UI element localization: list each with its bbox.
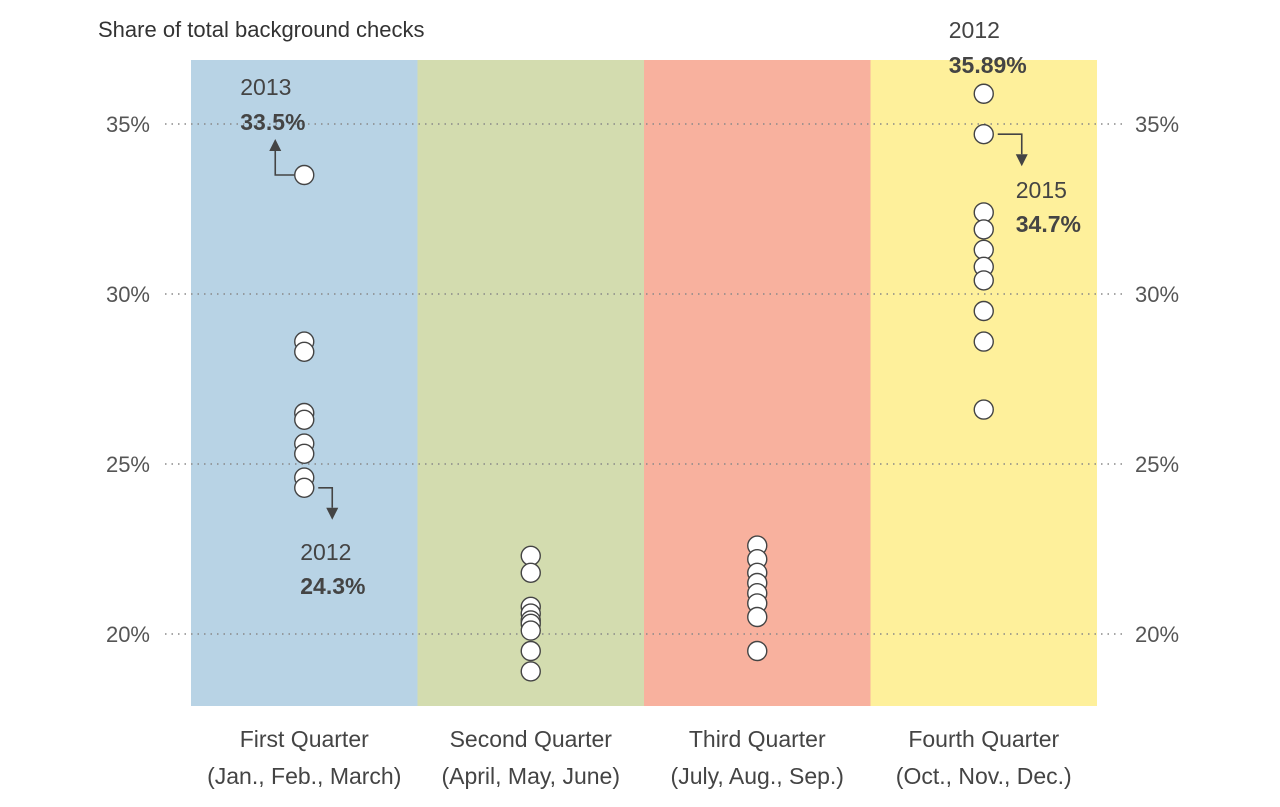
annotation-arrow-line-1 [274,151,295,176]
annotation-arrow-head-4 [1015,154,1028,167]
data-point-q4-3 [973,202,994,223]
annotation-year-2: 2012 [300,539,351,565]
quarter-bands [191,60,1097,706]
data-point-q1-7 [294,443,315,464]
annotation-value-1: 33.5% [240,109,305,135]
y-tick-left-20: 20% [106,622,150,647]
category-label-1: First Quarter [240,726,369,752]
data-point-q2-1 [520,545,541,566]
y-tick-right-35: 35% [1135,112,1179,137]
annotation-year-4: 2015 [1016,177,1067,203]
data-point-q4-7 [973,270,994,291]
chart-title: Share of total background checks [98,17,425,42]
annotation-4: 2015 34.7% [997,133,1081,237]
y-tick-right-25: 25% [1135,452,1179,477]
annotations: 2013 33.5% 2012 24.3% 2012 35.89% 2015 34.7% [240,17,1081,599]
category-months-4: (Oct., Nov., Dec.) [896,763,1072,789]
category-label-2: Second Quarter [450,726,613,752]
data-point-q4-9 [973,331,994,352]
data-point-q4-5 [973,239,994,261]
annotation-2: 2012 24.3% [300,487,365,599]
data-point-q2-9 [520,661,541,682]
data-point-q4-8 [973,300,994,322]
data-point-q3-7 [747,606,768,628]
data-point-q2-7 [520,620,541,641]
annotation-value-2: 24.3% [300,573,365,599]
annotation-1: 2013 33.5% [240,74,305,176]
annotation-3: 2012 35.89% [949,17,1027,78]
y-axis-ticks: 20% 20% 25% 25% 30% 30% 35% 35% [106,112,1179,647]
data-point-q1-3 [294,341,315,362]
quarter-band-1 [191,60,418,706]
y-tick-left-25: 25% [106,452,150,477]
annotation-arrow-line-2 [318,487,334,508]
data-point-q1-5 [294,409,315,430]
y-tick-right-20: 20% [1135,622,1179,647]
category-months-3: (July, Aug., Sep.) [671,763,844,789]
data-point-q2-2 [520,562,541,583]
annotation-arrow-head-2 [326,507,339,520]
category-months-2: (April, May, June) [441,763,620,789]
y-tick-right-30: 30% [1135,282,1179,307]
data-points [294,83,994,682]
data-point-q3-8 [747,640,768,662]
annotation-arrow-head-1 [269,139,282,151]
category-months-1: (Jan., Feb., March) [207,763,401,789]
data-point-q4-10 [973,399,994,420]
data-point-q1-9 [294,477,315,498]
data-point-q1-1 [294,164,315,186]
annotation-value-3: 35.89% [949,52,1027,78]
data-point-q2-8 [520,640,541,662]
quarter-band-4 [870,60,1097,706]
y-tick-left-35: 35% [106,112,150,137]
data-point-q4-2 [973,123,994,145]
category-label-4: Fourth Quarter [908,726,1059,752]
annotation-year-1: 2013 [240,74,291,100]
category-label-3: Third Quarter [689,726,826,752]
data-point-q4-4 [973,219,994,240]
annotation-arrow-line-4 [997,133,1023,155]
x-axis-categories: First Quarter (Jan., Feb., March) Second Q… [207,726,1072,789]
data-point-q4-1 [973,83,994,104]
annotation-value-4: 34.7% [1016,211,1081,237]
y-tick-left-30: 30% [106,282,150,307]
annotation-year-3: 2012 [949,17,1000,43]
